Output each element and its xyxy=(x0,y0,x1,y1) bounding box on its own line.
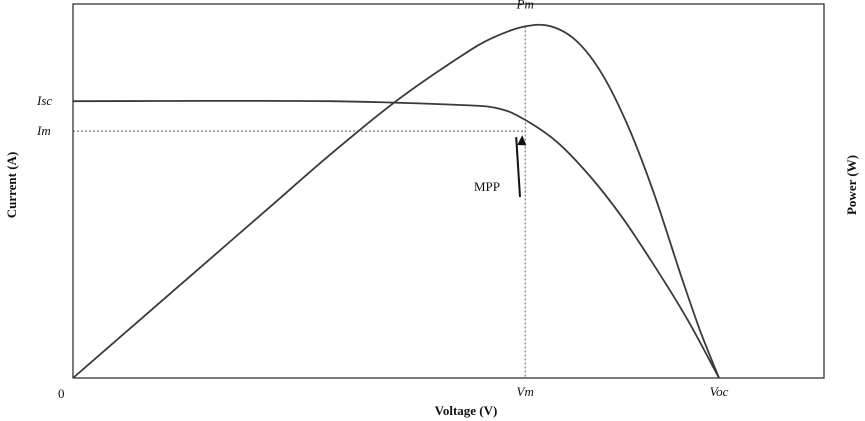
x-axis-title: Voltage (V) xyxy=(435,403,498,418)
y-axis-title-left: Current (A) xyxy=(4,152,19,219)
mpp-arrow-shaft xyxy=(515,137,521,198)
annotations: Pm MPP xyxy=(474,0,534,198)
origin-label: 0 xyxy=(58,386,65,401)
power-curve xyxy=(72,23,720,379)
pm-label: Pm xyxy=(516,0,534,11)
mpp-arrow-head xyxy=(517,135,527,146)
y-tick-label-isc: Isc xyxy=(36,93,52,108)
y-axis-title-right: Power (W) xyxy=(844,155,859,215)
mpp-guide-lines xyxy=(73,26,526,378)
x-tick-label-vm: Vm xyxy=(517,384,534,399)
tick-labels: Vm Voc Isc Im xyxy=(36,93,729,399)
x-tick-label-voc: Voc xyxy=(710,384,729,399)
curves xyxy=(72,23,720,379)
y-tick-label-im: Im xyxy=(36,123,51,138)
plot-frame xyxy=(72,3,825,379)
mpp-label: MPP xyxy=(474,179,500,194)
current-curve xyxy=(72,99,720,379)
